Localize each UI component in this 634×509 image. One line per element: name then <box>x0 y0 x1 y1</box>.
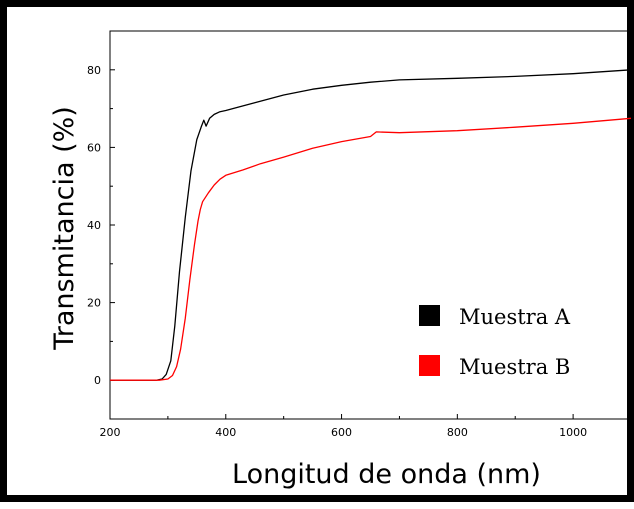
series-line-1 <box>110 69 632 381</box>
chart-canvas: 200 400 600 800 1000 0 20 40 60 80 Longitud de ond… <box>49 30 632 490</box>
legend-label-1: Muestra A <box>459 305 571 329</box>
y-tick-label-40: 40 <box>87 219 101 232</box>
y-tick-label-60: 60 <box>87 141 101 154</box>
x-axis-title: Longitud de onda (nm) <box>232 459 541 490</box>
legend-label-2: Muestra B <box>459 355 570 379</box>
legend-swatch-2 <box>419 355 440 376</box>
x-tick-label-800: 800 <box>447 426 468 439</box>
x-tick-label-400: 400 <box>215 426 236 439</box>
x-tick-label-600: 600 <box>331 426 352 439</box>
legend-swatch-1 <box>419 305 440 326</box>
y-tick-label-0: 0 <box>94 374 101 387</box>
x-tick-label-200: 200 <box>100 426 121 439</box>
series-line-2 <box>110 117 632 381</box>
x-tick-label-1000: 1000 <box>559 426 587 439</box>
y-axis-title: Transmitancia (%) <box>49 106 80 351</box>
y-tick-label-20: 20 <box>87 297 101 310</box>
y-tick-label-80: 80 <box>87 64 101 77</box>
